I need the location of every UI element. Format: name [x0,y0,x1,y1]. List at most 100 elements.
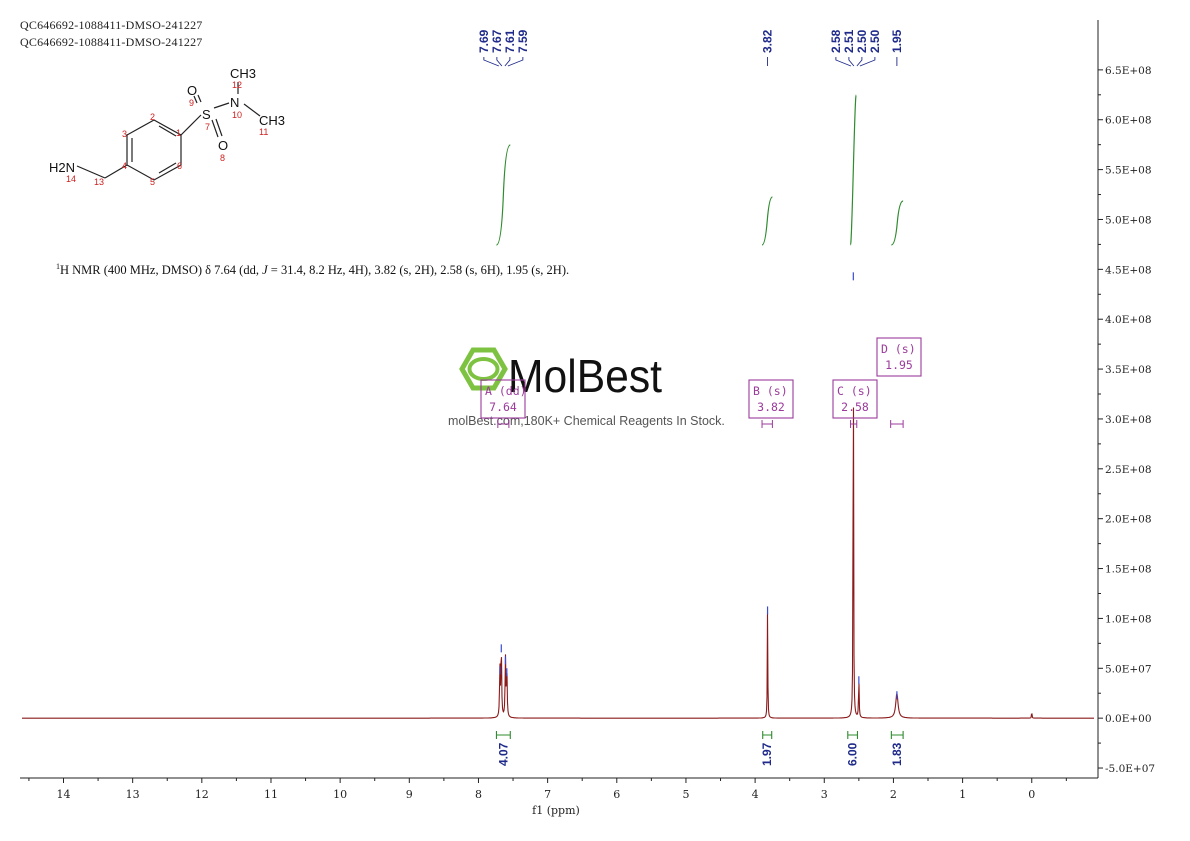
atom-num-5: 5 [150,177,155,187]
y-tick-label: 5.0E+08 [1105,214,1152,226]
integral-curve [496,144,511,246]
x-tick-label: 9 [406,788,413,801]
multiplet-range [890,420,904,428]
y-tick-label: 2.0E+08 [1105,514,1152,526]
watermark-brand: MolBest [508,350,662,402]
atom-num-12: 12 [232,80,242,90]
molbest-ring-icon [467,357,500,381]
multiplet-box: D (s) 1.95 [876,337,922,428]
multiplet-shift: 7.64 [489,400,517,414]
molecule-bonds [76,82,261,181]
peak-shift-label: 2.58 [829,29,843,53]
multiplet-label: B (s) [753,384,788,398]
atom-s: S [202,107,211,122]
peak-leader-line [848,57,855,67]
atom-num-10: 10 [232,110,242,120]
peak-shift-label: 7.59 [516,29,530,53]
peak-leader-line [504,57,511,67]
x-tick-label: 14 [56,788,70,801]
multiplet-box-frame [876,337,922,377]
atom-num-7: 7 [205,122,210,132]
multiplet-box-frame [480,379,526,419]
x-tick-label: 5 [682,788,689,801]
x-axis-label: f1 (ppm) [532,804,580,817]
peak-shift-label: 7.61 [503,29,517,53]
integral-curve [761,196,773,246]
atom-h2n: H2N [49,160,75,175]
multiplet-boxes: A (dd) 7.64 B (s) 3.82 C (s) 2.58 D (s) 1.95 [480,337,922,428]
atom-num-9: 9 [189,98,194,108]
nmr-j-symbol: J [262,263,268,278]
peak-leader-line [835,57,852,67]
y-tick-label: -5.0E+07 [1105,763,1155,775]
peak-shift-label: 2.51 [842,29,856,53]
atom-num-3: 3 [122,129,127,139]
y-tick-label: 0.0E+00 [1105,713,1152,725]
x-tick-label: 4 [752,788,759,801]
integral-bracket [847,731,859,739]
integral-curve [891,200,904,246]
peak-leader-line [856,57,863,67]
watermark-logo: MolBest [459,347,662,402]
atom-num-13: 13 [94,177,104,187]
molecule-structure: CH3 12 O 9 N S 10 7 CH3 11 O 8 1 2 3 4 5… [49,66,285,187]
integral-value: 1.83 [890,742,904,766]
nmr-summary-a: H NMR (400 MHz, DMSO) δ 7.64 (dd, [60,263,263,278]
nmr-summary-b: = 31.4, 8.2 Hz, 4H), 3.82 (s, 2H), 2.58 … [267,263,570,278]
y-tick-label: 4.0E+08 [1105,314,1152,326]
y-tick-label: 5.0E+07 [1105,663,1152,675]
y-tick-label: 3.5E+08 [1105,364,1152,376]
sample-id-line-1: QC646692-1088411-DMSO-241227 [20,18,203,32]
atom-num-8: 8 [220,153,225,163]
multiplet-box: C (s) 2.58 [832,379,878,428]
peak-leader-line [483,57,500,67]
x-tick-label: 6 [613,788,620,801]
peak-shift-label: 2.50 [868,29,882,53]
multiplet-box-frame [748,379,794,419]
integral-bracket [495,731,511,739]
y-tick-label: 2.5E+08 [1105,464,1152,476]
multiplet-box: B (s) 3.82 [748,379,794,428]
atom-o-top: O [187,83,197,98]
peak-leader-line [859,57,876,67]
integral-bracket [890,731,904,739]
multiplet-label: C (s) [837,384,872,398]
x-tick-label: 11 [264,788,278,801]
x-tick-label: 1 [959,788,966,801]
peak-markers [499,272,898,700]
peak-shift-label: 7.69 [477,29,491,53]
x-tick-label: 8 [475,788,482,801]
x-tick-label: 0 [1028,788,1035,801]
y-tick-label: 4.5E+08 [1105,264,1152,276]
multiplet-label: A (dd) [485,384,527,398]
y-tick-label: 6.5E+08 [1105,65,1152,77]
peak-leader-line [496,57,503,67]
peak-shift-label: 1.95 [890,29,904,53]
multiplet-shift: 2.58 [841,400,869,414]
integral-curves [496,94,904,246]
y-tick-label: 5.5E+08 [1105,165,1152,177]
spectrum-line [22,407,1094,719]
y-axis-ticks: 6.5E+08 6.0E+08 5.5E+08 5.0E+08 4.5E+08 4.0E+… [1098,65,1155,775]
atom-num-14: 14 [66,174,76,184]
atom-num-2: 2 [150,112,155,122]
integral-value: 4.07 [496,742,510,766]
peak-leader-line [507,57,524,67]
multiplet-range [497,420,510,428]
multiplet-shift: 3.82 [757,400,785,414]
multiplet-box: A (dd) 7.64 [480,379,527,428]
peak-shift-label: 2.50 [855,29,869,53]
atom-num-6: 6 [177,161,182,171]
integral-value: 1.97 [760,742,774,766]
multiplet-range [850,420,858,428]
x-tick-label: 2 [890,788,897,801]
peak-shift-label: 7.67 [490,29,504,53]
x-tick-label: 3 [821,788,828,801]
y-tick-label: 6.0E+08 [1105,115,1152,127]
atom-num-11: 11 [259,127,268,137]
y-tick-label: 1.0E+08 [1105,613,1152,625]
integral-value: 6.00 [846,742,860,766]
x-tick-label: 7 [544,788,551,801]
integral-bars: 4.07 1.97 6.00 1.83 [495,731,904,766]
